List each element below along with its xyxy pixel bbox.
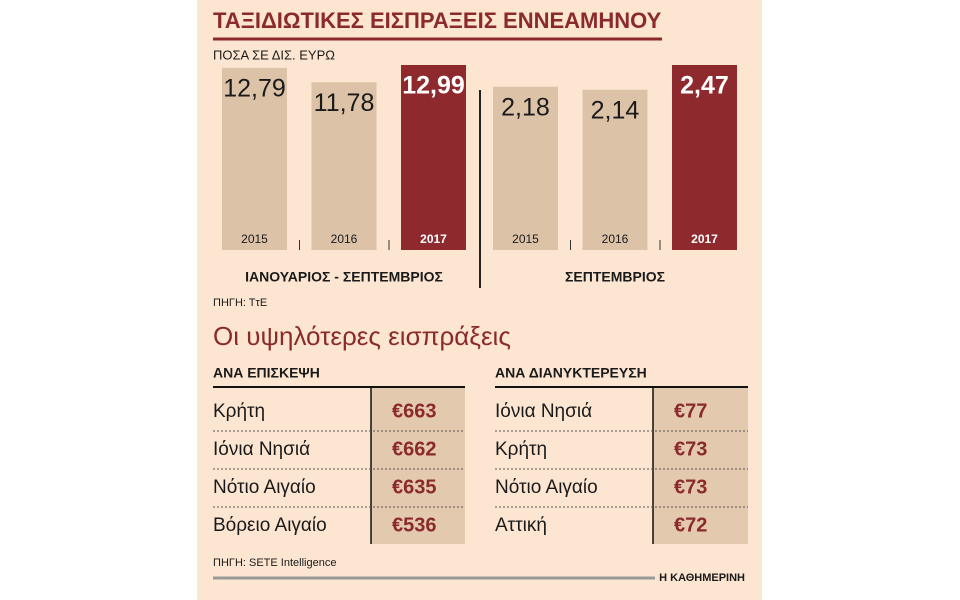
bar [493,86,558,251]
x-tick-label: 2016 [331,232,358,246]
row-label: Κρήτη [495,439,547,460]
row-value: €536 [392,514,437,536]
x-tick-label: 2015 [241,232,268,246]
value-column [371,388,465,544]
row-value: €72 [674,514,707,536]
x-tick-label: 2016 [602,232,629,246]
x-tick-label: 2017 [420,232,447,246]
x-tick-label: 2015 [512,232,539,246]
row-label: Βόρειο Αιγαίο [213,515,327,536]
table-header: ΑΝΑ ΕΠΙΣΚΕΨΗ [213,365,320,381]
bar [582,89,648,250]
bar [222,67,287,250]
row-label: Νότιο Αιγαίο [495,477,598,498]
bar [672,65,737,250]
value-column [653,388,748,544]
row-value: €663 [392,400,437,422]
value-label: 12,99 [402,72,465,100]
brand: Η ΚΑΘΗΜΕΡΙΝΗ [659,572,745,584]
x-tick-label: 2017 [691,232,718,246]
value-label: 2,14 [591,96,640,124]
row-value: €77 [674,400,707,422]
row-value: €73 [674,476,707,498]
value-label: 12,79 [223,74,286,102]
x-axis-label: ΙΑΝΟΥΑΡΙΟΣ - ΣΕΠΤΕΜΒΡΙΟΣ [245,269,443,285]
value-label: 2,18 [501,93,550,121]
value-label: 11,78 [314,89,375,117]
row-label: Νότιο Αιγαίο [213,477,316,498]
x-axis-label: ΣΕΠΤΕΜΒΡΙΟΣ [565,269,665,285]
title: ΤΑΞΙΔΙΩΤΙΚΕΣ ΕΙΣΠΡΑΞΕΙΣ ΕΝΝΕΑΜΗΝΟΥ [213,8,662,33]
row-label: Κρήτη [213,401,265,422]
section-title: Οι υψηλότερες εισπράξεις [213,321,511,351]
table-header: ΑΝΑ ΔΙΑΝΥΚΤΕΡΕΥΣΗ [495,365,647,381]
source: ΠΗΓΗ: SETE Intelligence [213,557,336,569]
bar [401,65,466,250]
row-value: €662 [392,438,437,460]
source: ΠΗΓΗ: ΤτΕ [213,297,267,309]
row-label: Αττική [495,515,547,536]
value-label: 2,47 [680,72,729,100]
row-value: €635 [392,476,437,498]
row-label: Ιόνια Νησιά [495,401,592,422]
row-value: €73 [674,438,707,460]
subtitle: ΠΟΣΑ ΣΕ ΔΙΣ. ΕΥΡΩ [213,47,335,62]
bar [311,82,377,250]
row-label: Ιόνια Νησιά [213,439,310,460]
